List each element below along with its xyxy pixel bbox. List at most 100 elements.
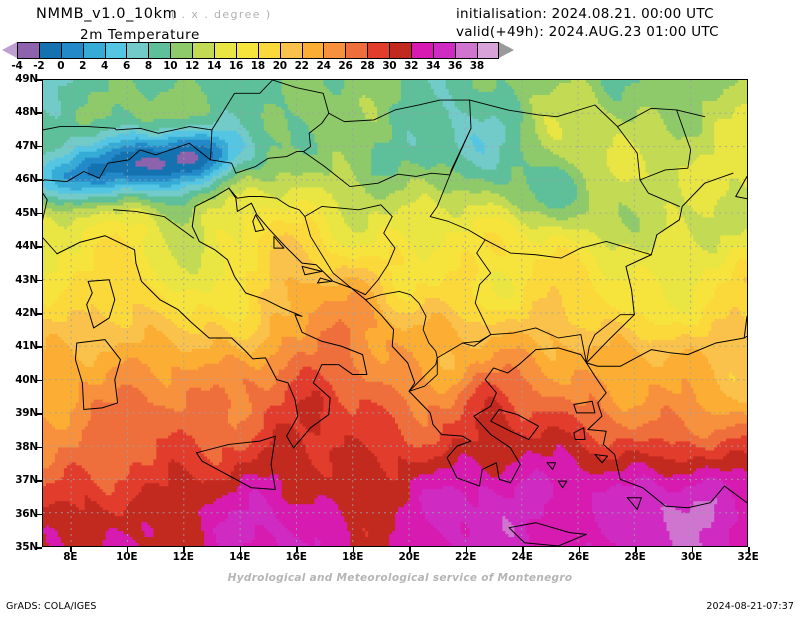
provider-credit: Hydrological and Meteorological service … [227, 572, 573, 584]
lat-label-43N: 43N [15, 273, 38, 286]
temperature-field [43, 80, 747, 546]
lat-label-44N: 44N [15, 240, 38, 253]
lon-label-18E: 18E [342, 551, 364, 563]
lat-tick [37, 145, 42, 148]
colorbar-tick-2: 2 [79, 60, 87, 72]
lon-tick [409, 547, 411, 552]
lon-tick [239, 547, 242, 552]
colorbar-tick-36: 36 [447, 60, 463, 72]
colorbar-swatches [17, 42, 499, 59]
lat-lon-grid [43, 80, 747, 546]
colorbar-swatch-32 [411, 42, 433, 59]
model-title: NMMB_v1.0_10km [36, 6, 178, 22]
colorbar-tick-26: 26 [338, 60, 353, 72]
colorbar-tick-20: 20 [272, 60, 287, 72]
lat-tick [37, 547, 42, 549]
latitude-axis: 35N 36N 37N 38N 39N 40N 41N 42N 43N 44N 45N 46N 47N 4… [0, 73, 38, 553]
lon-label-28E: 28E [624, 551, 646, 563]
colorbar-tick-14: 14 [206, 60, 222, 72]
colorbar-tick-32: 32 [404, 60, 419, 72]
colorbar: -4 -2 0 2 4 6 8 10 12 14 16 18 20 22 24 26 28 30 32 34 36 38 [0, 40, 514, 72]
colorbar-swatch--2 [38, 42, 61, 59]
lat-label-36N: 36N [15, 507, 38, 520]
lat-tick [37, 513, 42, 516]
lon-tick [522, 547, 524, 552]
lat-tick [37, 379, 42, 382]
colorbar-swatch-6 [126, 42, 149, 59]
colorbar-tick-16: 16 [228, 60, 244, 72]
lon-label-10E: 10E [116, 551, 138, 563]
colorbar-swatch-0 [60, 42, 83, 59]
lon-tick [352, 547, 355, 552]
lat-label-47N: 47N [15, 139, 38, 152]
colorbar-swatch-24 [323, 42, 346, 59]
colorbar-under-arrow [2, 42, 17, 58]
colorbar-tick--2: -2 [33, 60, 45, 72]
lat-tick [37, 246, 42, 248]
lon-label-8E: 8E [63, 551, 78, 563]
lon-tick [70, 547, 72, 552]
lat-tick [37, 212, 42, 215]
colorbar-swatch-22 [301, 42, 324, 59]
colorbar-swatch-16 [235, 42, 258, 59]
model-resolution-note: ( . x . degree ) [171, 8, 272, 21]
lat-label-37N: 37N [15, 474, 38, 487]
lon-tick [635, 547, 637, 552]
map-plot-area [42, 79, 748, 547]
colorbar-swatch-4 [104, 42, 127, 59]
lat-tick [37, 179, 42, 181]
lat-tick [37, 112, 42, 114]
colorbar-swatch--4 [17, 42, 39, 59]
colorbar-swatch-20 [279, 42, 302, 59]
colorbar-swatch-12 [192, 42, 215, 59]
colorbar-tick-18: 18 [250, 60, 265, 72]
colorbar-over-arrow [498, 42, 514, 58]
variable-title: 2m Temperature [80, 27, 200, 43]
lat-label-39N: 39N [15, 407, 38, 420]
lat-label-42N: 42N [15, 307, 38, 319]
colorbar-tick-22: 22 [294, 60, 309, 72]
colorbar-tick-4: 4 [101, 60, 109, 72]
colorbar-swatch-14 [214, 42, 236, 59]
lon-label-24E: 24E [511, 551, 533, 563]
colorbar-swatch-2 [82, 42, 105, 59]
colorbar-swatch-10 [170, 42, 193, 59]
lat-tick [37, 446, 42, 449]
lat-tick [37, 79, 42, 81]
colorbar-swatch-30 [389, 42, 412, 59]
colorbar-tick-8: 8 [144, 60, 152, 72]
lon-label-26E: 26E [567, 551, 590, 563]
lat-tick [37, 279, 42, 282]
colorbar-tick-6: 6 [122, 60, 131, 72]
lon-tick [465, 547, 468, 552]
colorbar-tick-34: 34 [425, 60, 441, 72]
colorbar-tick-28: 28 [360, 60, 375, 72]
longitude-axis: 8E 10E 12E 14E 16E 18E 20E 22E 24E 26E 28E 30E 32E [0, 549, 800, 565]
lat-label-35N: 35N [15, 541, 38, 553]
lon-tick [578, 547, 581, 552]
coastlines-and-borders [43, 80, 747, 546]
lat-label-48N: 48N [15, 106, 38, 119]
colorbar-swatch-18 [257, 42, 280, 59]
colorbar-swatch-28 [367, 42, 390, 59]
lat-tick [37, 413, 42, 415]
lon-tick [183, 547, 185, 552]
colorbar-tick-24: 24 [316, 60, 331, 72]
lat-label-45N: 45N [15, 206, 38, 219]
lat-tick [37, 313, 42, 315]
lat-tick [37, 480, 42, 482]
lat-tick [37, 346, 42, 348]
colorbar-swatch-8 [148, 42, 171, 59]
lon-label-16E: 16E [285, 551, 307, 563]
colorbar-tick-0: 0 [57, 60, 65, 72]
valid-time: valid(+49h): 2024.AUG.23 01:00 UTC [456, 24, 719, 40]
lat-label-40N: 40N [15, 373, 38, 386]
colorbar-tick-10: 10 [163, 60, 178, 72]
lat-label-38N: 38N [15, 440, 38, 453]
lon-label-32E: 32E [737, 551, 759, 563]
colorbar-swatch-38 [476, 42, 499, 59]
lon-label-22E: 22E [455, 551, 477, 563]
colorbar-tick--4: -4 [11, 60, 23, 72]
lat-label-49N: 49N [15, 73, 38, 85]
